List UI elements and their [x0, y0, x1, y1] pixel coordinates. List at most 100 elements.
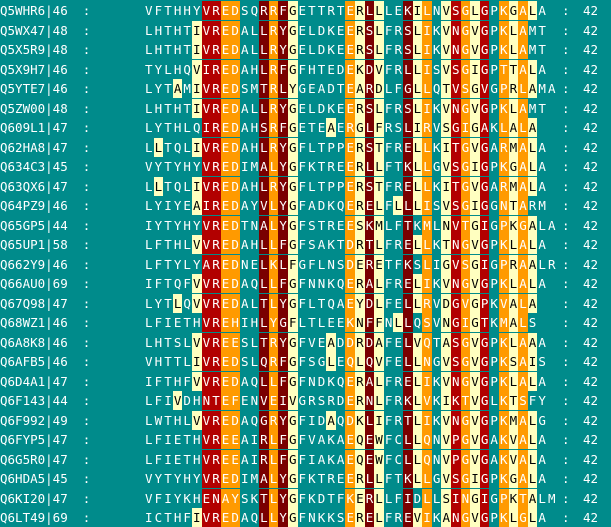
residue-count: 42 — [583, 393, 599, 408]
sequence-id: Q5YTE7|46 : — [0, 81, 91, 96]
residue-count: 42 — [583, 451, 599, 467]
sequence-id: Q6D4A1|47 : — [0, 373, 91, 389]
separator: : — [562, 237, 570, 252]
sequence-id: Q5ZW00|48 : — [0, 100, 91, 116]
sequence-id: Q6FYP5|47 : — [0, 432, 91, 447]
separator: : — [562, 22, 570, 38]
residue-count: 42 — [583, 217, 599, 233]
sequence-id: Q65UP1|58 : — [0, 237, 91, 252]
residue-count: 42 — [583, 237, 599, 252]
sequence-id: Q6F992|49 : — [0, 412, 91, 428]
separator: : — [562, 81, 570, 96]
residue-count: 42 — [583, 42, 599, 57]
separator: : — [562, 198, 570, 213]
residue-count: 42 — [583, 354, 599, 369]
sequence-id: Q5WHR6|46 : — [0, 3, 91, 18]
residue-count: 42 — [583, 334, 599, 350]
sequence-id: Q63QX6|47 : — [0, 178, 91, 194]
sequence-id: Q6G5R0|47 : — [0, 451, 91, 467]
sequence-id: Q5WX47|48 : — [0, 22, 91, 38]
residue-count: 42 — [583, 81, 599, 96]
separator: : — [562, 490, 570, 506]
residue-count: 42 — [583, 139, 599, 155]
residue-count: 42 — [583, 100, 599, 116]
separator: : — [562, 3, 570, 18]
separator: : — [562, 295, 570, 311]
separator: : — [562, 256, 570, 272]
separator: : — [562, 334, 570, 350]
residue-count: 42 — [583, 178, 599, 194]
sequence-id: Q66AU0|69 : — [0, 276, 91, 291]
sequence-id: Q6AFB5|46 : — [0, 354, 91, 369]
residue-count: 42 — [583, 22, 599, 38]
residue-count: 42 — [583, 315, 599, 330]
separator: : — [562, 412, 570, 428]
sequence-id: Q6HDA5|45 : — [0, 471, 91, 486]
sequence-id: Q6LT49|69 : — [0, 510, 91, 525]
separator: : — [562, 510, 570, 525]
sequence-id: Q662Y9|46 : — [0, 256, 91, 272]
residue-count: 42 — [583, 256, 599, 272]
residue-count: 42 — [583, 432, 599, 447]
separator: : — [562, 373, 570, 389]
separator: : — [562, 451, 570, 467]
residue-count: 42 — [583, 120, 599, 135]
sequence-id: Q64PZ9|46 : — [0, 198, 91, 213]
residue-count: 42 — [583, 373, 599, 389]
separator: : — [562, 139, 570, 155]
sequence-id: Q67Q98|47 : — [0, 295, 91, 311]
sequence-id: Q65GP5|44 : — [0, 217, 91, 233]
residue-count: 42 — [583, 198, 599, 213]
residue-count: 42 — [583, 61, 599, 77]
separator: : — [562, 217, 570, 233]
sequence-id: Q5X9H7|46 : — [0, 61, 91, 77]
residue-count: 42 — [583, 3, 599, 18]
sequence-id: Q6A8K8|46 : — [0, 334, 91, 350]
sequence-id: Q5X5R9|48 : — [0, 42, 91, 57]
separator: : — [562, 120, 570, 135]
